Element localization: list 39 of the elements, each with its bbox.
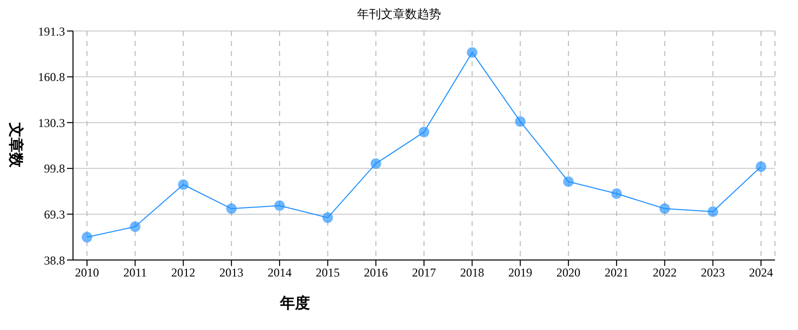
point: [274, 200, 286, 212]
chart-title: 年刊文章数趋势: [356, 6, 442, 23]
x-tick-label: 2017: [412, 266, 436, 280]
point: [178, 179, 189, 190]
x-tick-label: 2020: [556, 266, 580, 280]
x-tick-label: 2016: [364, 266, 388, 280]
x-tick-label: 2013: [219, 266, 244, 280]
point: [756, 161, 766, 172]
point: [707, 206, 718, 218]
y-tick-label: 160.8: [38, 70, 65, 84]
point: [226, 203, 237, 214]
y-tick-label: 99.8: [44, 162, 65, 176]
point: [466, 46, 478, 58]
x-tick-label: 2012: [171, 266, 196, 280]
x-tick-label: 2015: [316, 266, 340, 280]
y-tick-label: 69.3: [44, 207, 65, 222]
x-tick-label: 2023: [700, 266, 725, 280]
point: [130, 221, 141, 232]
y-tick-label: 130.3: [38, 116, 65, 130]
x-tick-label: 2010: [75, 266, 99, 280]
x-tick-label: 2019: [508, 266, 532, 280]
x-axis-title: 年度: [280, 294, 310, 313]
point: [562, 176, 574, 188]
x-tick-label: 2011: [123, 266, 147, 280]
y-tick-label: 38.8: [44, 253, 65, 268]
x-tick-label: 2024: [749, 266, 773, 280]
x-tick-label: 2014: [268, 266, 292, 280]
point: [322, 212, 334, 224]
y-axis-title: 文章数: [6, 122, 25, 170]
x-tick-label: 2021: [604, 266, 629, 280]
point: [514, 116, 526, 128]
point: [418, 126, 430, 138]
y-tick-label: 191.3: [38, 24, 65, 38]
x-tick-label: 2018: [460, 266, 484, 280]
point: [370, 158, 382, 170]
point: [659, 203, 670, 214]
x-tick-label: 2022: [652, 266, 677, 280]
point: [611, 188, 622, 200]
point: [82, 232, 92, 243]
